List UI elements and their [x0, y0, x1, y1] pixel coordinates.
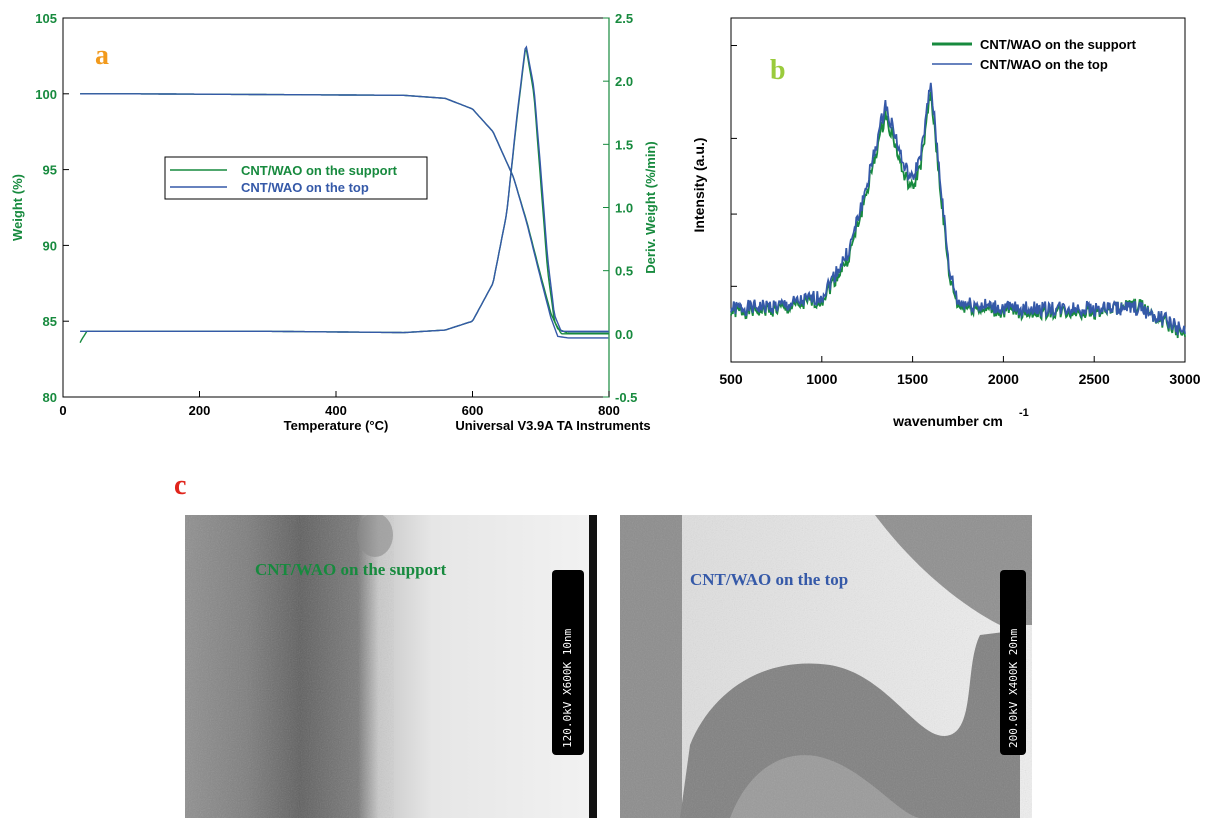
x-tick-label: 500 — [719, 371, 743, 387]
x-tick-label: 600 — [462, 403, 484, 418]
y2-tick-label: 2.5 — [615, 11, 633, 26]
y-tick-label: 90 — [43, 238, 57, 253]
y2-tick-label: 2.0 — [615, 74, 633, 89]
scale-bar-text-top: 200.0kV X400K 20nm — [1007, 628, 1020, 748]
tga-chart: 0 200 400 600 800 80 85 90 95 100 105 -0.5 0.0 0.5 1.0… — [10, 11, 658, 433]
scale-frame-edge — [589, 515, 597, 818]
legend-label: CNT/WAO on the top — [241, 180, 369, 195]
x-tick-label: 0 — [59, 403, 66, 418]
panel-label-a: a — [95, 40, 109, 71]
legend-label: CNT/WAO on the top — [980, 57, 1108, 72]
series-line-2 — [80, 93, 609, 339]
y-axis-label: Intensity (a.u.) — [691, 138, 707, 233]
y2-tick-label: 1.0 — [615, 201, 633, 216]
series-line-1 — [80, 93, 609, 334]
y-tick-label: 100 — [35, 87, 57, 102]
y2-tick-label: 0.5 — [615, 264, 633, 279]
tem-image-top: CNT/WAO on the top 200.0kV X400K 20nm — [620, 515, 1032, 818]
series-line-2 — [730, 82, 1186, 336]
footer-label: Universal V3.9A TA Instruments — [455, 418, 650, 433]
legend-label: CNT/WAO on the support — [241, 163, 398, 178]
legend-box — [164, 156, 428, 200]
y2-axis-label: Deriv. Weight (%/min) — [643, 141, 658, 273]
legend-label: CNT/WAO on the support — [980, 37, 1137, 52]
raman-chart: 500 1000 1500 2000 2500 3000 Intensity (a.u.) w… — [691, 17, 1201, 429]
y-tick-label: 80 — [43, 390, 57, 405]
x-axis-label-sup: -1 — [1019, 407, 1029, 419]
tem-texture-top — [620, 515, 1032, 818]
x-axis-label: wavenumber cm — [892, 413, 1003, 429]
panel-label-b: b — [770, 55, 786, 86]
y-tick-label: 105 — [35, 11, 57, 26]
plot-frame — [62, 17, 610, 398]
scale-bar-top: 200.0kV X400K 20nm — [1000, 570, 1026, 755]
x-tick-label: 200 — [189, 403, 211, 418]
tem-texture-support — [185, 515, 597, 818]
tem-image-support: CNT/WAO on the support 120.0kV X600K 10n… — [185, 515, 597, 818]
y-tick-label: 95 — [43, 163, 57, 178]
scale-bar-text-support: 120.0kV X600K 10nm — [561, 628, 574, 748]
x-tick-label: 2500 — [1079, 371, 1110, 387]
scale-bar-support: 120.0kV X600K 10nm — [552, 570, 584, 755]
y-axis-label: Weight (%) — [10, 174, 25, 241]
panel-label-c: c — [174, 470, 187, 501]
y-tick-label: 85 — [43, 314, 57, 329]
x-tick-label: 800 — [598, 403, 620, 418]
y2-tick-label: 0.0 — [615, 327, 633, 342]
x-tick-label: 1500 — [897, 371, 928, 387]
x-tick-label: 2000 — [988, 371, 1019, 387]
x-tick-label: 3000 — [1169, 371, 1200, 387]
tem-label-top: CNT/WAO on the top — [690, 570, 849, 589]
x-tick-label: 1000 — [806, 371, 837, 387]
series-line-4 — [80, 45, 609, 334]
y2-tick-label: -0.5 — [615, 390, 637, 405]
tem-label-support: CNT/WAO on the support — [255, 560, 447, 579]
x-axis-label: Temperature (°C) — [284, 418, 389, 433]
y2-tick-label: 1.5 — [615, 137, 633, 152]
x-tick-label: 400 — [325, 403, 347, 418]
plot-frame — [730, 17, 1186, 363]
